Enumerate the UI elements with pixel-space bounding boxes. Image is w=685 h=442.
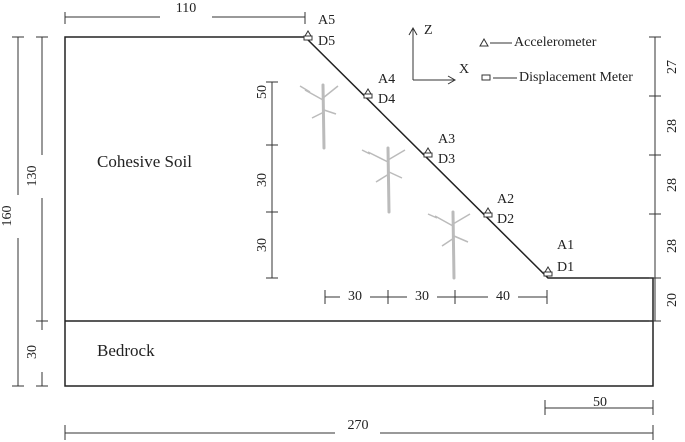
dimension-label: 50 [255,85,270,99]
dimension-label: 30 [415,289,429,304]
sensor-d-label: D3 [438,152,455,167]
dimension-label: 30 [348,289,362,304]
label-gap [488,289,518,305]
dimension-label: 20 [665,293,680,307]
label-gap [340,289,370,305]
dimension-label: 28 [665,178,680,192]
sensor-a-label: A4 [378,72,395,87]
dimension-label: 110 [176,1,196,16]
sensor-d-label: D5 [318,34,335,49]
sensor-a-label: A2 [497,192,514,207]
dimension-lines [12,12,661,440]
soil-label: Cohesive Soil [97,152,192,171]
legend-label: Displacement Meter [519,70,633,85]
dimension-label: 160 [0,206,15,227]
dimension-label: 270 [348,418,369,433]
sensor-a-label: A3 [438,132,455,147]
dimension-label: 30 [255,238,270,252]
sensor-icons [303,30,553,277]
sensor-d-label: D1 [557,260,574,275]
dimension-label: 40 [496,289,510,304]
dimension-label: 50 [593,395,607,410]
sensor-d-label: D4 [378,92,395,107]
slope-outline [64,36,654,387]
legend-icons [479,37,517,81]
axis-x-label: X [459,62,469,77]
dimension-label: 28 [665,119,680,133]
dimension-label: 27 [665,60,680,74]
dimension-label: 30 [255,173,270,187]
legend-label: Accelerometer [514,35,597,50]
sensor-d-label: D2 [497,212,514,227]
sensor-a-label: A5 [318,13,335,28]
dimension-label: 30 [25,345,40,359]
root-models [299,83,471,280]
coordinate-axes [408,26,457,85]
sensor-a-label: A1 [557,238,574,253]
dimension-label: 28 [665,239,680,253]
label-gap [407,289,437,305]
axis-z-label: Z [424,23,433,38]
bedrock-label: Bedrock [97,341,155,360]
dimension-label: 130 [25,166,40,187]
